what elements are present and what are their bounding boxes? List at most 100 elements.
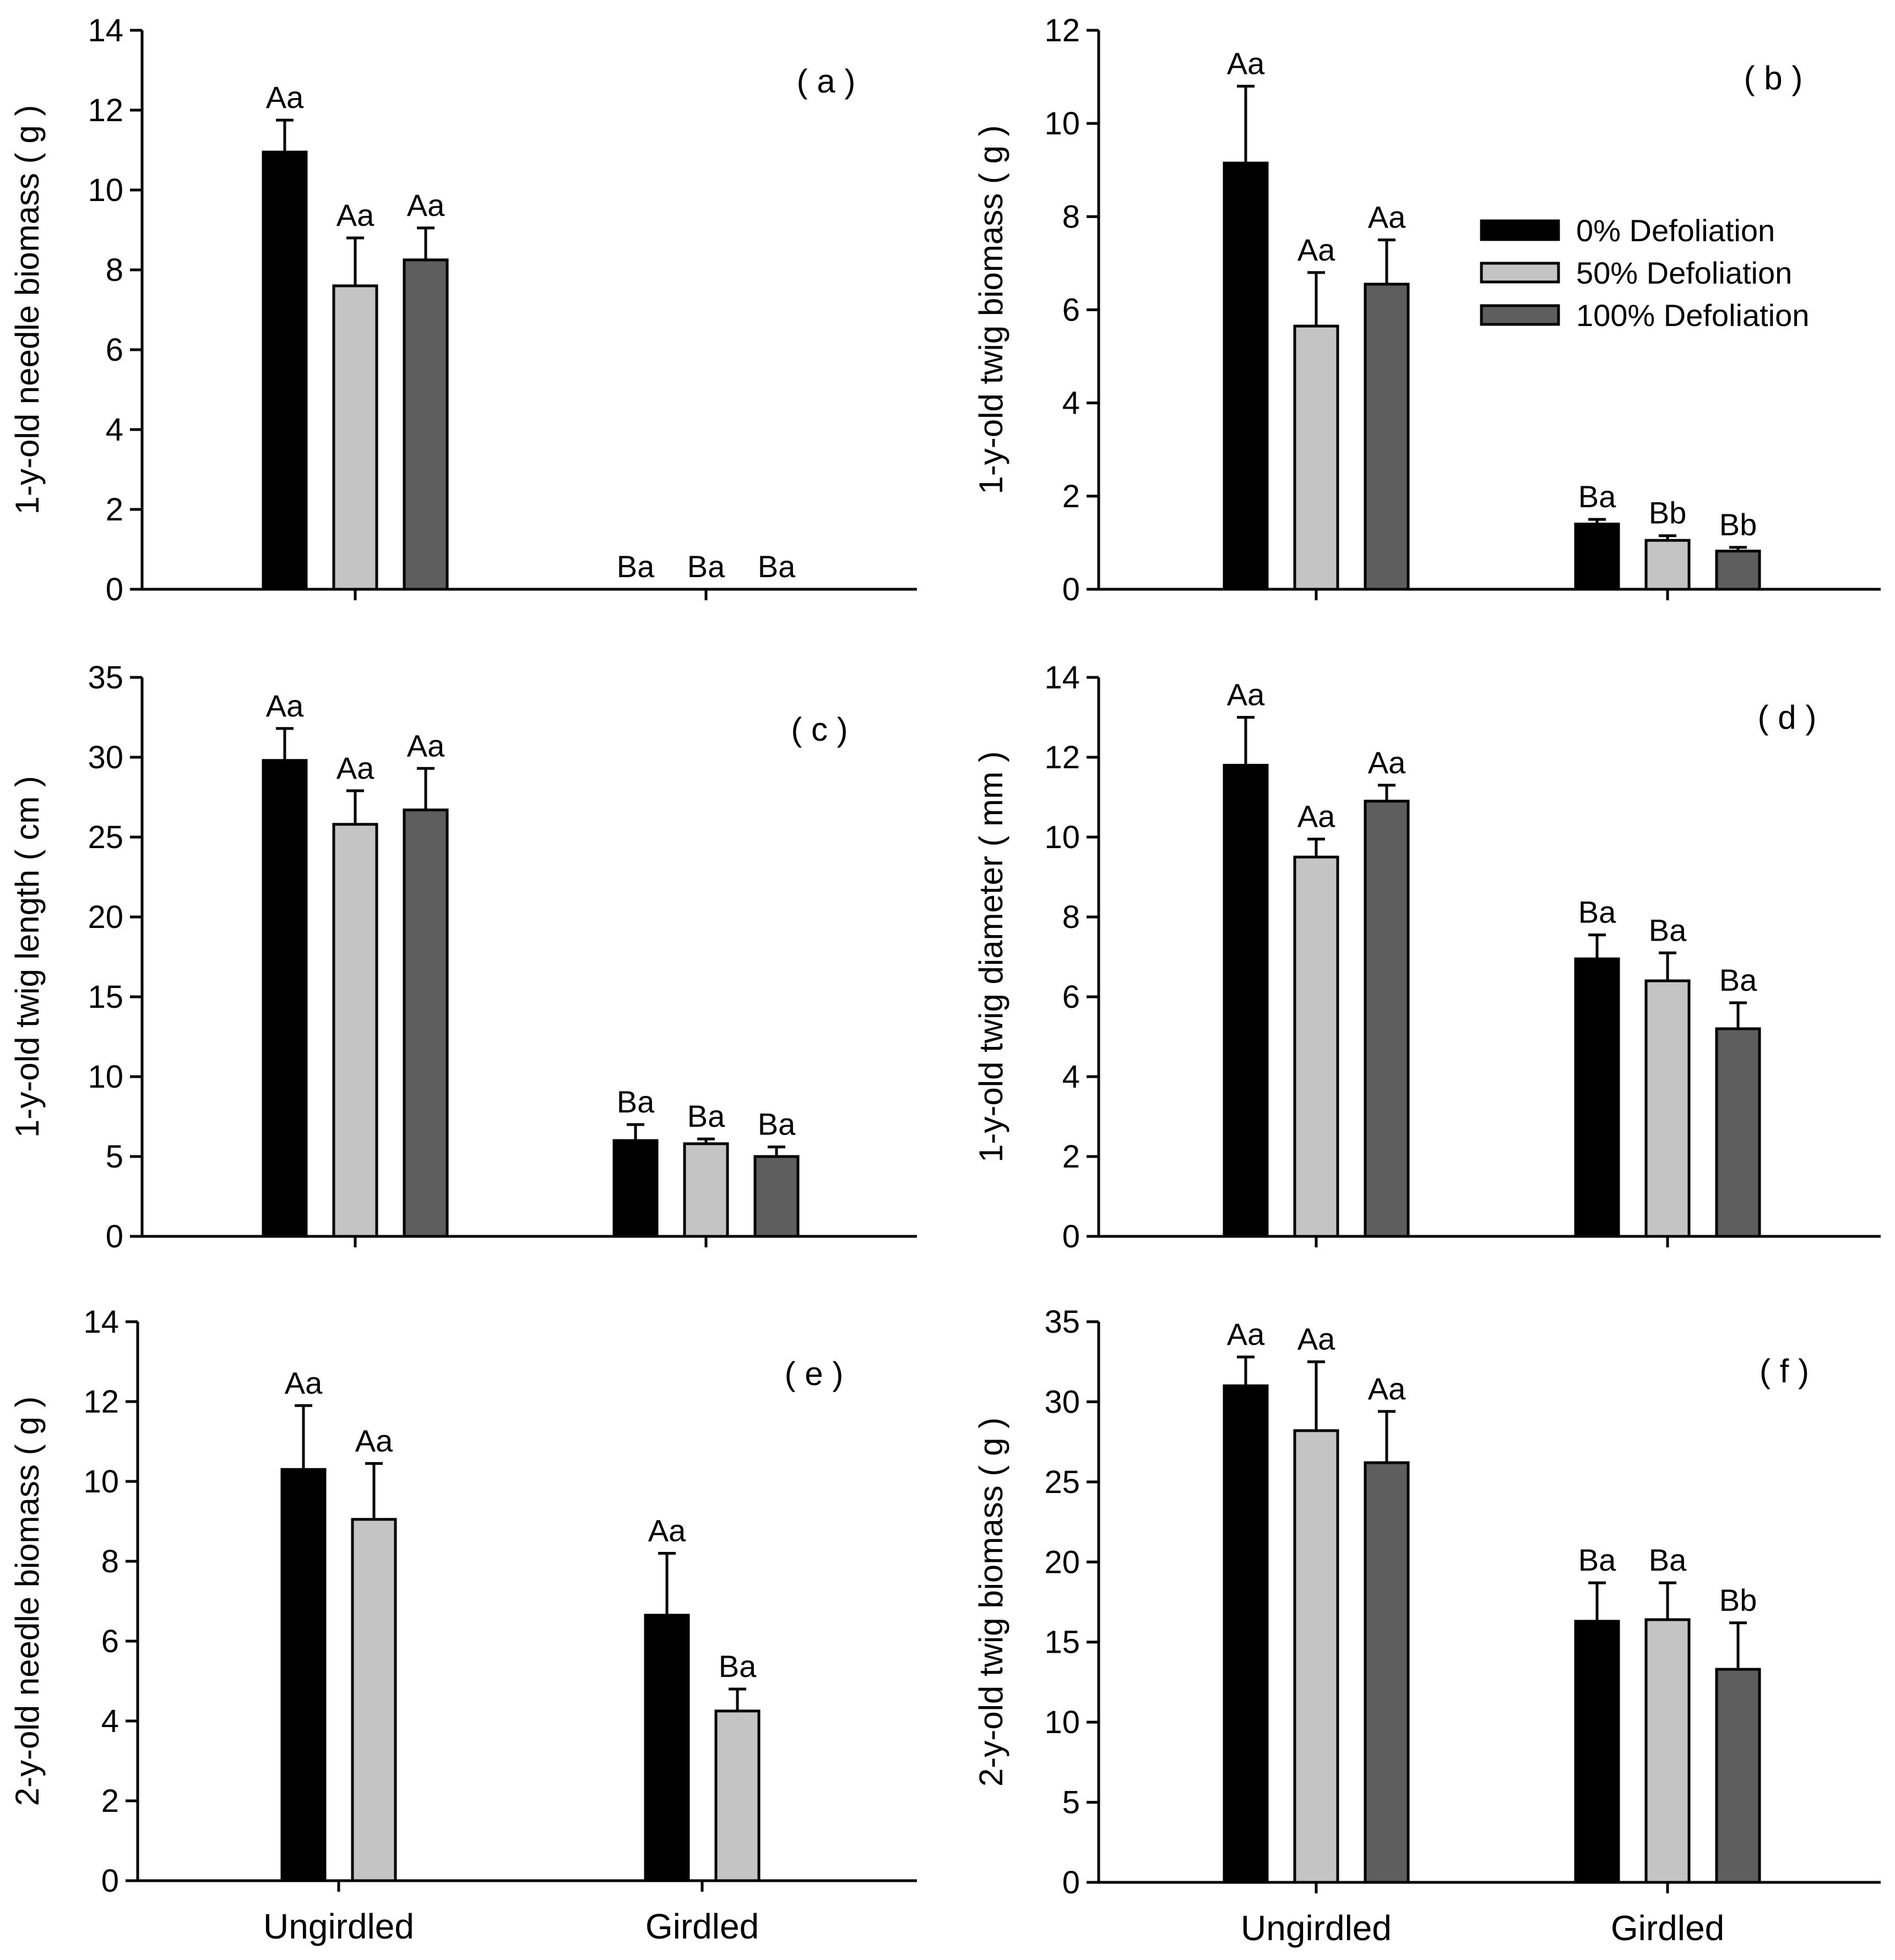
y-tick-label: 0 xyxy=(1062,572,1080,607)
significance-label: Aa xyxy=(1297,232,1335,267)
bar xyxy=(332,823,378,1238)
y-tick-label: 10 xyxy=(1044,1704,1080,1740)
significance-label: Aa xyxy=(266,688,304,723)
bar xyxy=(683,1142,729,1238)
significance-label: Ba xyxy=(1578,479,1616,514)
y-tick-label: 10 xyxy=(1044,106,1080,142)
significance-label: Ba xyxy=(1578,895,1616,930)
significance-label: Ba xyxy=(1649,913,1687,947)
significance-label: Aa xyxy=(1297,799,1335,834)
bar xyxy=(1293,1429,1339,1884)
y-tick-label: 0 xyxy=(101,1863,119,1899)
significance-label: Ba xyxy=(1649,1543,1687,1577)
significance-label: Aa xyxy=(1227,677,1265,712)
bar xyxy=(280,1468,327,1882)
significance-label: Ba xyxy=(758,549,796,584)
x-category-label: Ungirdled xyxy=(1241,1908,1392,1948)
significance-label: Ba xyxy=(719,1649,757,1684)
y-tick-label: 2 xyxy=(101,1783,119,1819)
y-tick-label: 10 xyxy=(88,172,123,208)
y-axis-label: 1-y-old twig length ( cm ) xyxy=(9,776,46,1138)
chart-panel-a: 0 2 4 6 8 10 12 14 1-y-old needle biomass ( g ) (… xyxy=(9,13,917,607)
chart-panel-f: 0 5 10 15 20 25 30 35 Ungirdled Girdled 2-y-old tw… xyxy=(973,1304,1881,1948)
y-tick-label: 2 xyxy=(1062,479,1080,514)
y-tick-label: 20 xyxy=(1044,1544,1080,1580)
y-axis-label: 1-y-old twig diameter ( mm ) xyxy=(973,751,1009,1163)
y-tick-label: 10 xyxy=(88,1059,123,1095)
bar xyxy=(1715,1027,1761,1238)
y-tick-label: 4 xyxy=(1062,1059,1080,1095)
significance-label: Aa xyxy=(407,728,445,763)
bar xyxy=(714,1709,761,1882)
significance-label: Aa xyxy=(1297,1322,1335,1356)
y-axis-label: 1-y-old twig biomass ( g ) xyxy=(973,125,1009,494)
y-tick-label: 4 xyxy=(101,1703,119,1739)
y-tick-label: 12 xyxy=(88,93,123,128)
bar xyxy=(1574,957,1620,1238)
bar xyxy=(332,284,378,591)
y-tick-label: 20 xyxy=(88,899,123,935)
y-axis-label: 2-y-old twig biomass ( g ) xyxy=(973,1418,1009,1787)
y-tick-label: 14 xyxy=(88,13,123,48)
panel-label: ( c ) xyxy=(791,711,848,748)
y-tick-label: 8 xyxy=(106,252,123,288)
bar xyxy=(1223,1384,1269,1884)
significance-label: Bb xyxy=(1649,496,1687,530)
panel-label: ( d ) xyxy=(1758,699,1817,736)
significance-label: Ba xyxy=(1578,1543,1616,1577)
y-tick-label: 6 xyxy=(1062,979,1080,1015)
bar xyxy=(1293,855,1339,1238)
y-axis-label: 1-y-old needle biomass ( g ) xyxy=(9,105,46,515)
y-tick-label: 30 xyxy=(88,740,123,775)
y-tick-label: 8 xyxy=(1062,199,1080,235)
panel-label: ( f ) xyxy=(1760,1353,1809,1389)
legend-swatch xyxy=(1480,304,1560,326)
significance-label: Aa xyxy=(355,1423,393,1458)
y-tick-label: 4 xyxy=(106,412,123,448)
y-tick-label: 25 xyxy=(88,819,123,855)
significance-label: Ba xyxy=(617,549,655,584)
chart-panel-e: 0 2 4 6 8 10 12 14 Ungirdled Girdled 2-y-old needl… xyxy=(9,1304,917,1946)
legend-swatch xyxy=(1480,262,1560,284)
bar xyxy=(1293,324,1339,591)
significance-label: Ba xyxy=(617,1084,655,1119)
y-tick-label: 12 xyxy=(1044,13,1080,48)
y-tick-label: 5 xyxy=(1062,1785,1080,1821)
y-tick-label: 15 xyxy=(88,979,123,1015)
significance-label: Aa xyxy=(336,198,374,232)
y-tick-label: 25 xyxy=(1044,1464,1080,1500)
x-category-label: Girdled xyxy=(645,1907,759,1946)
bar xyxy=(1644,539,1691,591)
significance-label: Aa xyxy=(336,751,374,785)
y-tick-label: 0 xyxy=(1062,1219,1080,1255)
y-tick-label: 6 xyxy=(101,1624,119,1659)
y-axis-label: 2-y-old needle biomass ( g ) xyxy=(9,1397,46,1806)
bar xyxy=(1223,161,1269,591)
y-tick-label: 30 xyxy=(1044,1384,1080,1420)
significance-label: Ba xyxy=(1719,963,1757,997)
significance-label: Ba xyxy=(687,1099,725,1133)
significance-label: Bb xyxy=(1719,1583,1757,1617)
y-tick-label: 2 xyxy=(1062,1139,1080,1175)
significance-label: Ba xyxy=(687,549,725,584)
significance-label: Bb xyxy=(1719,507,1757,542)
y-tick-label: 6 xyxy=(1062,292,1080,328)
y-tick-label: 5 xyxy=(106,1139,123,1175)
significance-label: Aa xyxy=(1368,745,1406,780)
y-tick-label: 6 xyxy=(106,332,123,368)
bar xyxy=(1644,979,1691,1238)
bar xyxy=(1574,1620,1620,1884)
significance-label: Aa xyxy=(1227,46,1265,81)
bar xyxy=(1364,1461,1410,1884)
y-tick-label: 8 xyxy=(101,1544,119,1579)
bar xyxy=(403,258,449,591)
bar xyxy=(351,1518,397,1882)
legend-swatch xyxy=(1480,219,1560,241)
legend-label: 0% Defoliation xyxy=(1576,213,1775,248)
y-tick-label: 10 xyxy=(83,1464,119,1500)
y-tick-label: 35 xyxy=(88,660,123,696)
bar xyxy=(262,759,308,1238)
y-tick-label: 14 xyxy=(83,1304,119,1340)
bar xyxy=(753,1155,800,1238)
